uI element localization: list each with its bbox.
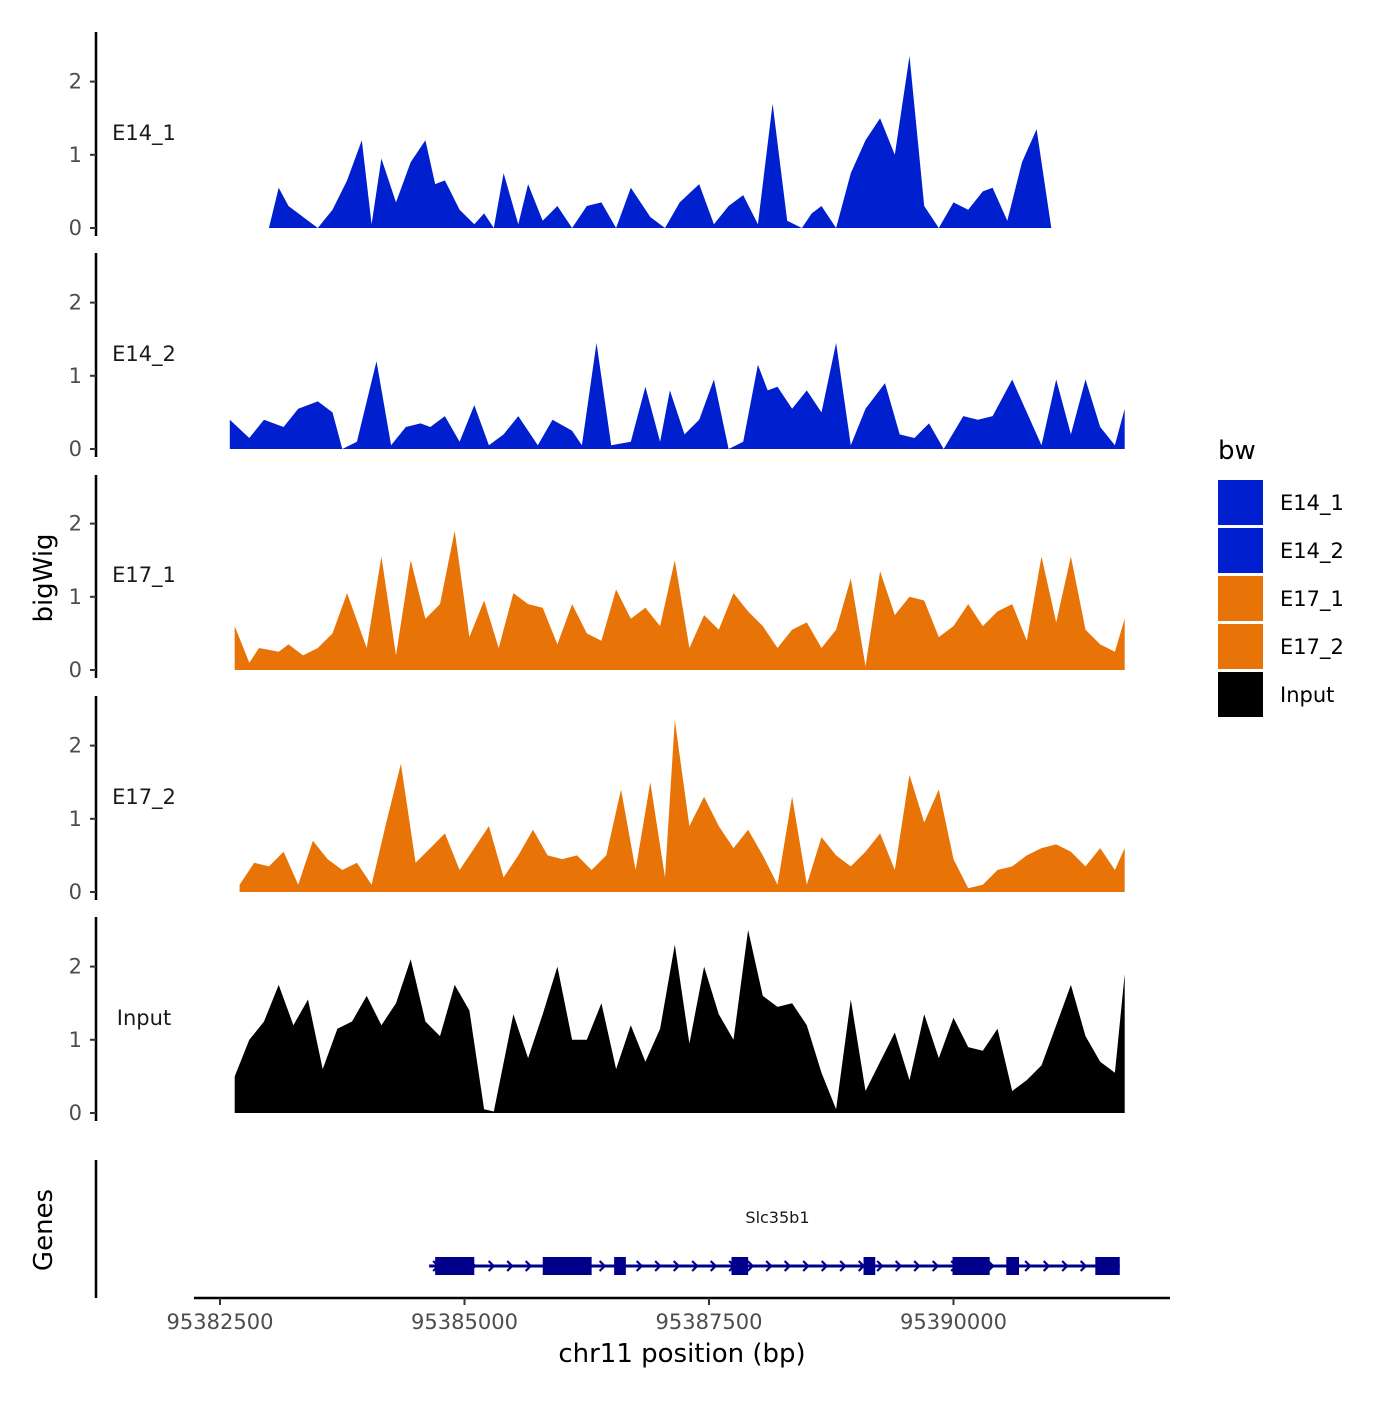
gene-exon bbox=[542, 1257, 592, 1275]
legend-swatch bbox=[1218, 528, 1263, 573]
strand-arrow bbox=[876, 1260, 884, 1272]
strand-arrow bbox=[894, 1260, 903, 1272]
strand-arrow bbox=[506, 1260, 514, 1272]
strand-arrow bbox=[691, 1260, 699, 1272]
gene-exon bbox=[1095, 1257, 1120, 1275]
legend-swatch bbox=[1218, 672, 1263, 717]
legend: bw E14_1 E14_2 E17_1 E17_2 Input bbox=[1218, 436, 1344, 717]
y-tick-label: 1 bbox=[69, 1028, 82, 1052]
strand-arrow bbox=[913, 1260, 921, 1272]
track-label: E14_1 bbox=[112, 121, 176, 146]
gene-exon bbox=[863, 1257, 876, 1275]
signal-area bbox=[229, 342, 1125, 449]
gene-exon bbox=[614, 1257, 626, 1275]
track-label: E14_2 bbox=[112, 342, 176, 367]
strand-arrow bbox=[672, 1260, 681, 1272]
legend-swatch bbox=[1218, 480, 1263, 525]
legend-swatch bbox=[1218, 576, 1263, 621]
strand-arrow bbox=[487, 1260, 496, 1272]
gene-exon bbox=[1006, 1257, 1020, 1275]
signal-area bbox=[234, 530, 1125, 670]
strand-arrow bbox=[1042, 1260, 1051, 1272]
strand-arrow bbox=[524, 1260, 533, 1272]
legend-label: Input bbox=[1280, 683, 1334, 707]
legend-title: bw bbox=[1218, 436, 1256, 466]
y-tick-label: 1 bbox=[69, 364, 82, 388]
y-tick-label: 1 bbox=[69, 585, 82, 609]
strand-arrow bbox=[746, 1260, 755, 1272]
y-axis-title: bigWig bbox=[29, 533, 59, 622]
signal-area bbox=[220, 56, 1125, 228]
track-panel-input: 0 1 2 Input bbox=[69, 917, 1125, 1125]
signal-area bbox=[234, 930, 1125, 1113]
track-panel-e17-2: 0 1 2 E17_2 bbox=[69, 696, 1125, 904]
strand-arrow bbox=[654, 1260, 662, 1272]
gene-name-label: Slc35b1 bbox=[745, 1208, 809, 1227]
tracks-layer: 0 1 2 E14_1 0 1 2 E14_2 0 1 2 E17_1 0 1 2 E17_2 0 1 2 Input bbox=[69, 32, 1125, 1125]
x-axis: 95382500 95385000 95387500 95390000 bbox=[167, 1296, 1170, 1334]
y-tick-label: 2 bbox=[69, 291, 82, 315]
track-panel-e14-2: 0 1 2 E14_2 bbox=[69, 253, 1125, 461]
legend-label: E17_2 bbox=[1280, 635, 1344, 660]
legend-label: E17_1 bbox=[1280, 587, 1344, 612]
gene-exon bbox=[435, 1257, 475, 1275]
genes-axis-title: Genes bbox=[29, 1189, 59, 1271]
strand-arrow bbox=[931, 1260, 940, 1272]
x-tick-label: 95382500 bbox=[167, 1310, 274, 1334]
y-tick-label: 0 bbox=[69, 658, 82, 682]
strand-arrow bbox=[839, 1260, 847, 1272]
x-tick-label: 95390000 bbox=[900, 1310, 1007, 1334]
y-tick-label: 2 bbox=[69, 512, 82, 536]
strand-arrow bbox=[598, 1260, 607, 1272]
x-tick-label: 95385000 bbox=[411, 1310, 518, 1334]
x-axis-title: chr11 position (bp) bbox=[558, 1339, 805, 1369]
gene-exon bbox=[952, 1257, 990, 1275]
track-label: Input bbox=[117, 1006, 171, 1030]
y-tick-label: 1 bbox=[69, 807, 82, 831]
track-panel-e14-1: 0 1 2 E14_1 bbox=[69, 32, 1125, 240]
strand-arrow bbox=[1024, 1260, 1032, 1272]
y-tick-label: 2 bbox=[69, 955, 82, 979]
y-tick-label: 0 bbox=[69, 437, 82, 461]
track-label: E17_2 bbox=[112, 785, 176, 810]
strand-arrow bbox=[1079, 1260, 1088, 1272]
y-tick-label: 0 bbox=[69, 1101, 82, 1125]
strand-arrow bbox=[765, 1260, 773, 1272]
strand-arrow bbox=[1061, 1260, 1069, 1272]
y-tick-label: 1 bbox=[69, 143, 82, 167]
signal-area bbox=[239, 720, 1125, 892]
legend-label: E14_1 bbox=[1280, 491, 1344, 516]
x-tick-label: 95387500 bbox=[656, 1310, 763, 1334]
gene-track: Slc35b1 bbox=[94, 1160, 1120, 1298]
y-tick-label: 0 bbox=[69, 216, 82, 240]
strand-arrow bbox=[820, 1260, 829, 1272]
strand-arrow bbox=[709, 1260, 718, 1272]
track-panel-e17-1: 0 1 2 E17_1 bbox=[69, 475, 1125, 682]
track-label: E17_1 bbox=[112, 563, 176, 588]
gene-exon bbox=[731, 1257, 749, 1275]
legend-label: E14_2 bbox=[1280, 539, 1344, 564]
strand-arrow bbox=[635, 1260, 644, 1272]
strand-arrow bbox=[802, 1260, 810, 1272]
y-tick-label: 0 bbox=[69, 880, 82, 904]
y-tick-label: 2 bbox=[69, 70, 82, 94]
legend-swatch bbox=[1218, 624, 1263, 669]
strand-arrow bbox=[783, 1260, 792, 1272]
y-tick-label: 2 bbox=[69, 734, 82, 758]
strand-arrow bbox=[987, 1260, 995, 1272]
